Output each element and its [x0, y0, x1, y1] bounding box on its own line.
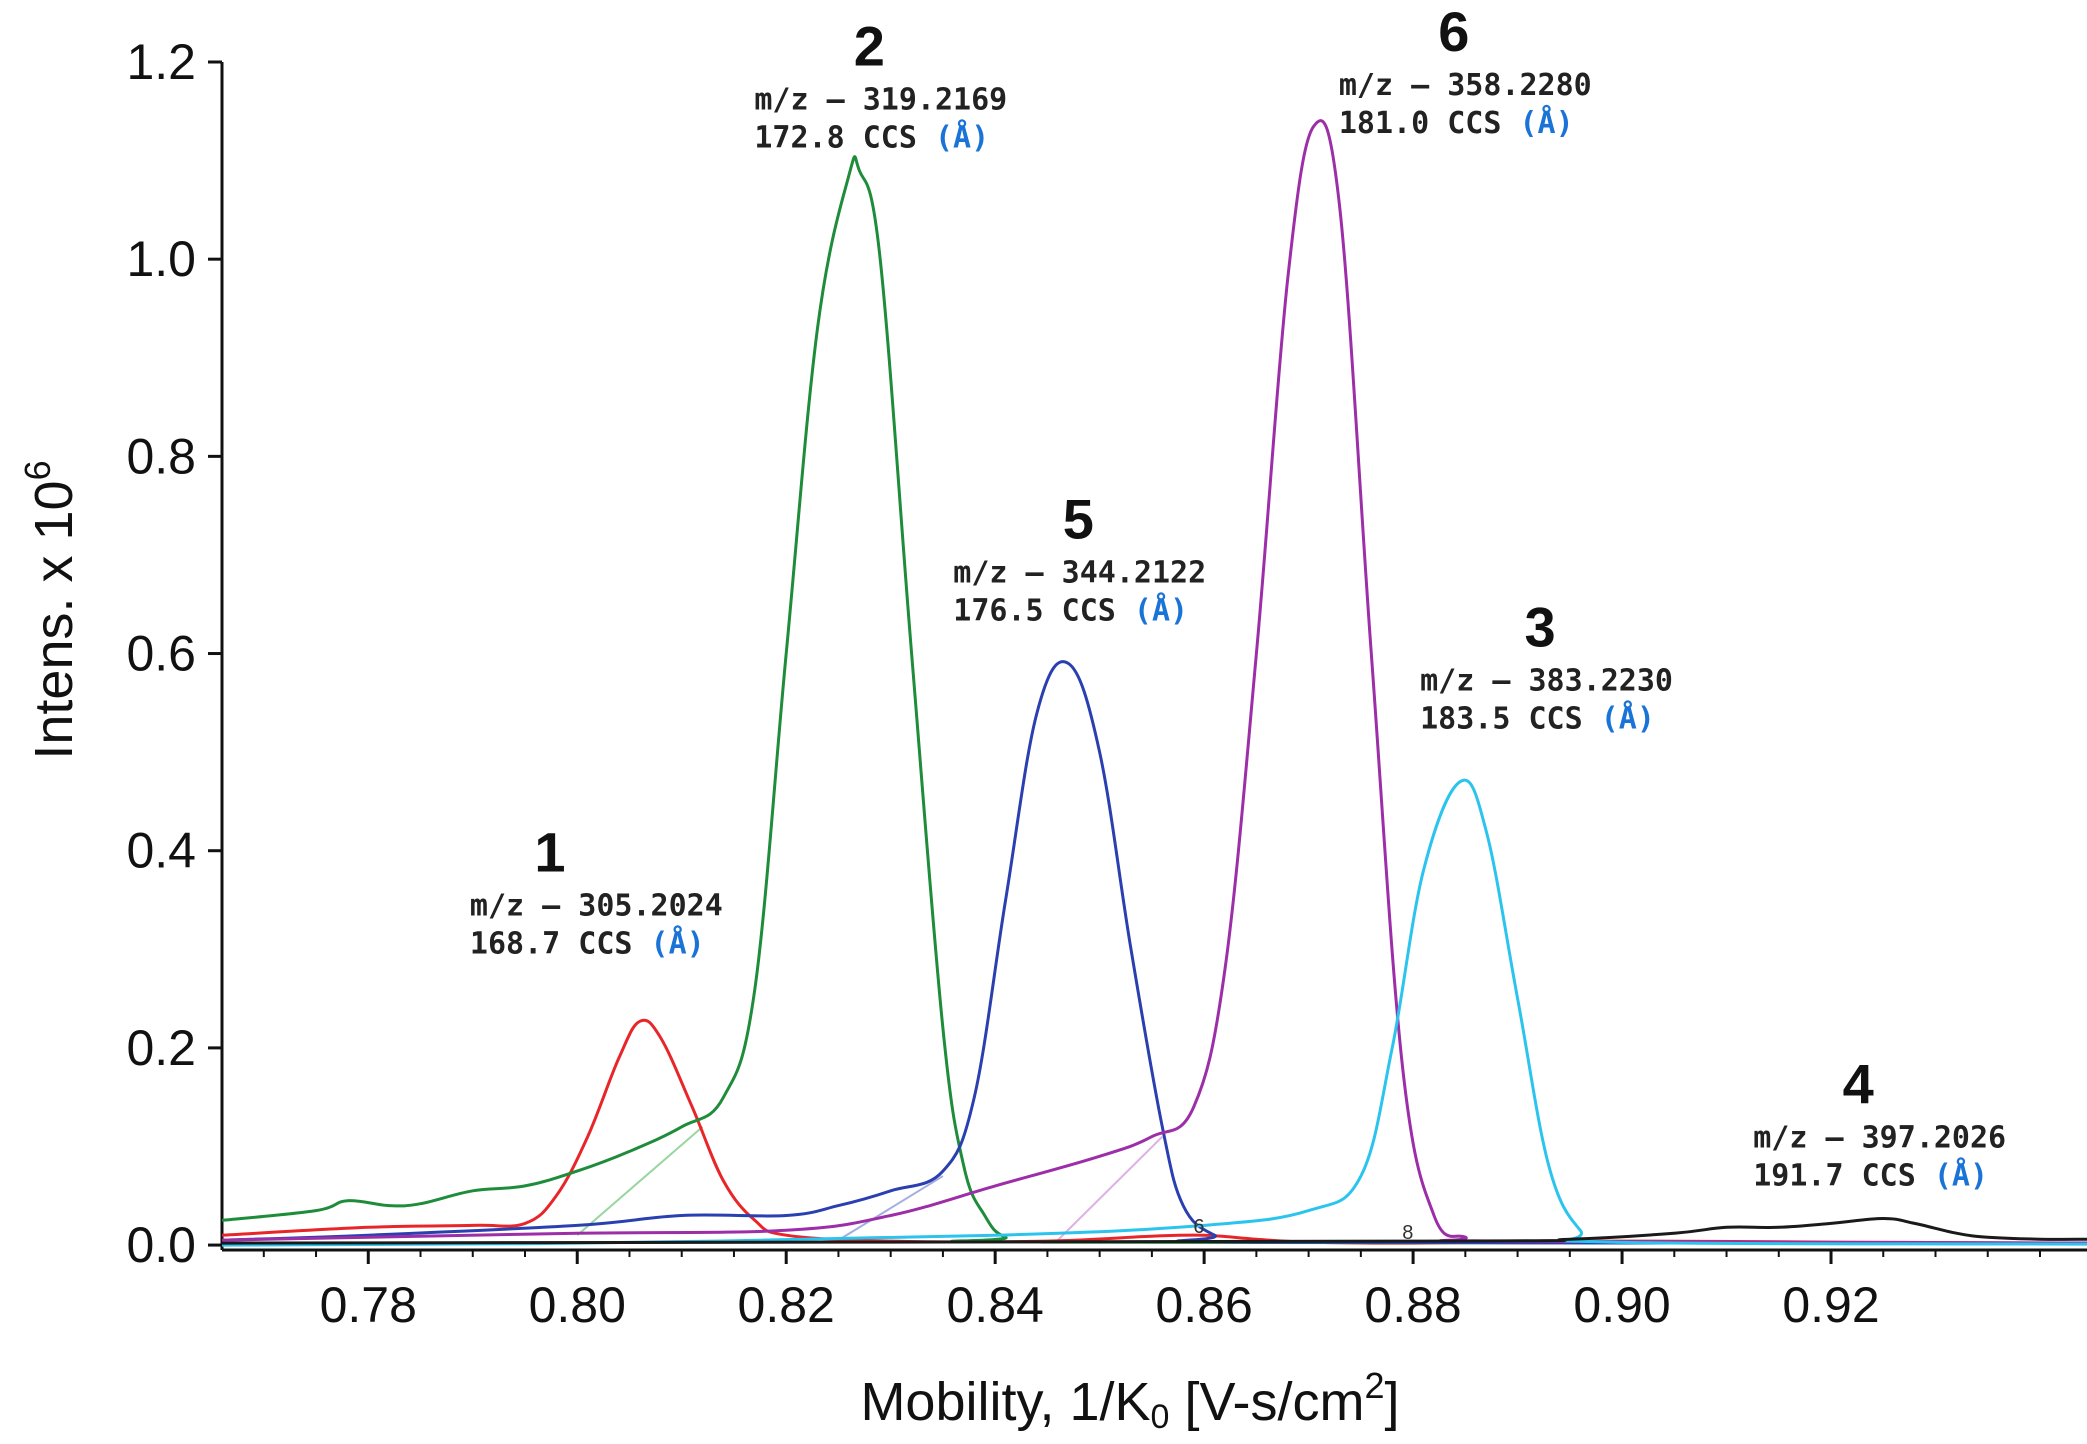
peak-ccs-label: 168.7 CCS (Å)	[470, 924, 705, 961]
y-axis-title: Intens. x 106	[17, 460, 84, 759]
peak-ccs-label: 172.8 CCS (Å)	[754, 118, 989, 155]
series-line-peak-3	[221, 778, 2087, 1247]
y-tick-label: 0.2	[126, 1020, 196, 1076]
y-tick-label: 0.4	[126, 823, 196, 879]
small-marker: 8	[1402, 1222, 1413, 1244]
peak-number-3: 3	[1525, 596, 1556, 659]
series-line-peak-5	[221, 660, 2087, 1245]
series-line-peak-2	[221, 155, 2087, 1245]
peak-number-4: 4	[1843, 1052, 1874, 1115]
x-tick-label: 0.84	[947, 1277, 1044, 1333]
ccs-unit: (Å)	[935, 118, 989, 155]
y-tick-label: 1.0	[126, 231, 196, 287]
small-marker: 6	[1193, 1216, 1204, 1238]
peak-number-2: 2	[854, 14, 885, 77]
peak-number-6: 6	[1438, 0, 1469, 63]
peak-number-1: 1	[534, 820, 565, 883]
baseline-segments	[576, 1126, 1164, 1241]
peak-ccs-label: 183.5 CCS (Å)	[1420, 700, 1655, 737]
x-tick-label: 0.80	[529, 1277, 626, 1333]
peak-mz-label: m/z – 344.2122	[953, 555, 1206, 590]
peak-mz-label: m/z – 397.2026	[1753, 1120, 2006, 1155]
peak-number-5: 5	[1063, 487, 1094, 550]
x-axis-title: Mobility, 1/K0 [V-s/cm2]	[860, 1365, 1399, 1436]
x-tick-label: 0.86	[1155, 1277, 1252, 1333]
y-tick-label: 0.0	[126, 1217, 196, 1273]
ccs-unit: (Å)	[1601, 700, 1655, 737]
plot-area	[220, 62, 2087, 1252]
peak-mz-label: m/z – 358.2280	[1339, 68, 1592, 103]
ccs-unit: (Å)	[651, 924, 705, 961]
y-tick-label: 0.8	[126, 428, 196, 484]
x-tick-label: 0.90	[1573, 1277, 1670, 1333]
baseline-segment	[1057, 1135, 1164, 1241]
ccs-unit: (Å)	[1934, 1156, 1988, 1193]
x-tick-label: 0.78	[320, 1277, 417, 1333]
series-line-peak-6	[221, 119, 2087, 1245]
series-line-peak-4	[221, 1217, 2087, 1245]
x-tick-label: 0.88	[1364, 1277, 1461, 1333]
peak-mz-label: m/z – 383.2230	[1420, 664, 1673, 699]
peak-mz-label: m/z – 319.2169	[754, 82, 1007, 117]
peak-ccs-label: 181.0 CCS (Å)	[1339, 104, 1574, 141]
peak-mz-label: m/z – 305.2024	[470, 888, 723, 923]
x-axis-ticks: 0.78 0.80 0.82 0.84 0.86 0.88 0.90 0.92	[262, 1250, 2041, 1333]
y-tick-label: 1.2	[126, 34, 196, 90]
peak-ccs-label: 191.7 CCS (Å)	[1753, 1156, 1988, 1193]
y-axis-ticks: 0.0 0.2 0.4 0.6 0.8 1.0 1.2	[126, 34, 222, 1273]
y-tick-label: 0.6	[126, 626, 196, 682]
baseline-segment	[576, 1126, 704, 1236]
peak-ccs-label: 176.5 CCS (Å)	[953, 591, 1188, 628]
x-tick-label: 0.92	[1782, 1277, 1879, 1333]
series-lines	[221, 119, 2087, 1247]
baseline-segment	[837, 1175, 944, 1241]
ccs-unit: (Å)	[1134, 591, 1188, 628]
ccs-unit: (Å)	[1519, 104, 1573, 141]
x-tick-label: 0.82	[738, 1277, 835, 1333]
